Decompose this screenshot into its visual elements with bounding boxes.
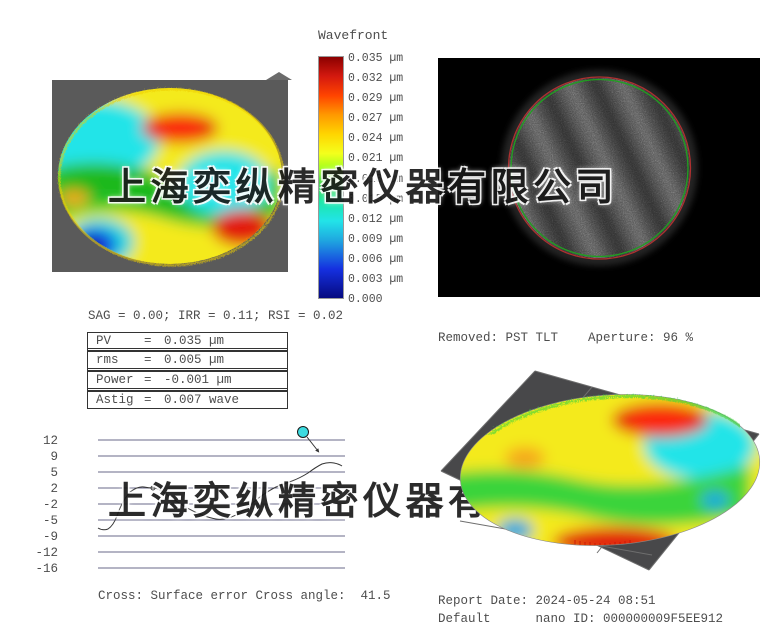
svg-text:9: 9 [50, 450, 58, 464]
svg-text:-5: -5 [43, 514, 58, 528]
svg-text:-16: -16 [35, 562, 58, 576]
svg-text:-9: -9 [43, 530, 58, 544]
svg-text:12: 12 [43, 434, 58, 448]
svg-text:-12: -12 [35, 546, 58, 560]
svg-text:2: 2 [50, 482, 58, 496]
svg-text:5: 5 [50, 466, 58, 480]
svg-text:-2: -2 [43, 498, 58, 512]
